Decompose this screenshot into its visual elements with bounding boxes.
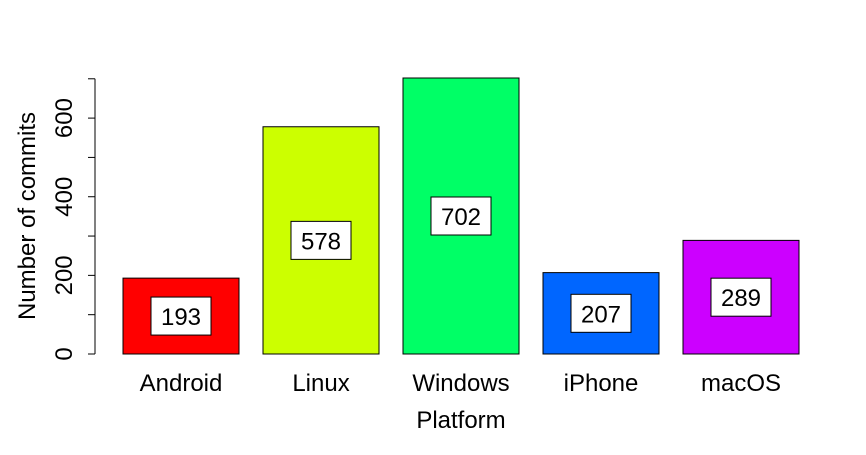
data-label-box [290,220,352,260]
x-tick-label: Android [140,370,223,397]
data-label-box [710,277,772,317]
y-axis-title: Number of commits [14,112,41,320]
y-tick-label: 400 [51,177,78,217]
y-tick-label: 0 [51,347,78,360]
bars: 193 578 702 207 289 [122,77,800,355]
data-label: 207 [581,301,621,328]
data-label: 289 [721,285,761,312]
x-axis-title: Platform [416,407,505,434]
x-tick-label: Linux [292,370,349,397]
data-label-box [150,296,212,336]
x-tick-label: Windows [412,370,509,397]
data-label: 193 [161,304,201,331]
data-label-box [430,196,492,236]
data-label: 578 [301,228,341,255]
y-tick-label: 200 [51,255,78,295]
x-axis-labels: Android Linux Windows iPhone macOS [140,370,781,397]
data-label-box [570,293,632,333]
x-tick-label: macOS [701,370,781,397]
y-tick-label: 600 [51,98,78,138]
y-axis: 0 200 400 600 [51,78,96,361]
data-label: 702 [441,204,481,231]
bar-windows [402,77,520,355]
bar-android [122,277,240,355]
x-tick-label: iPhone [564,370,639,397]
